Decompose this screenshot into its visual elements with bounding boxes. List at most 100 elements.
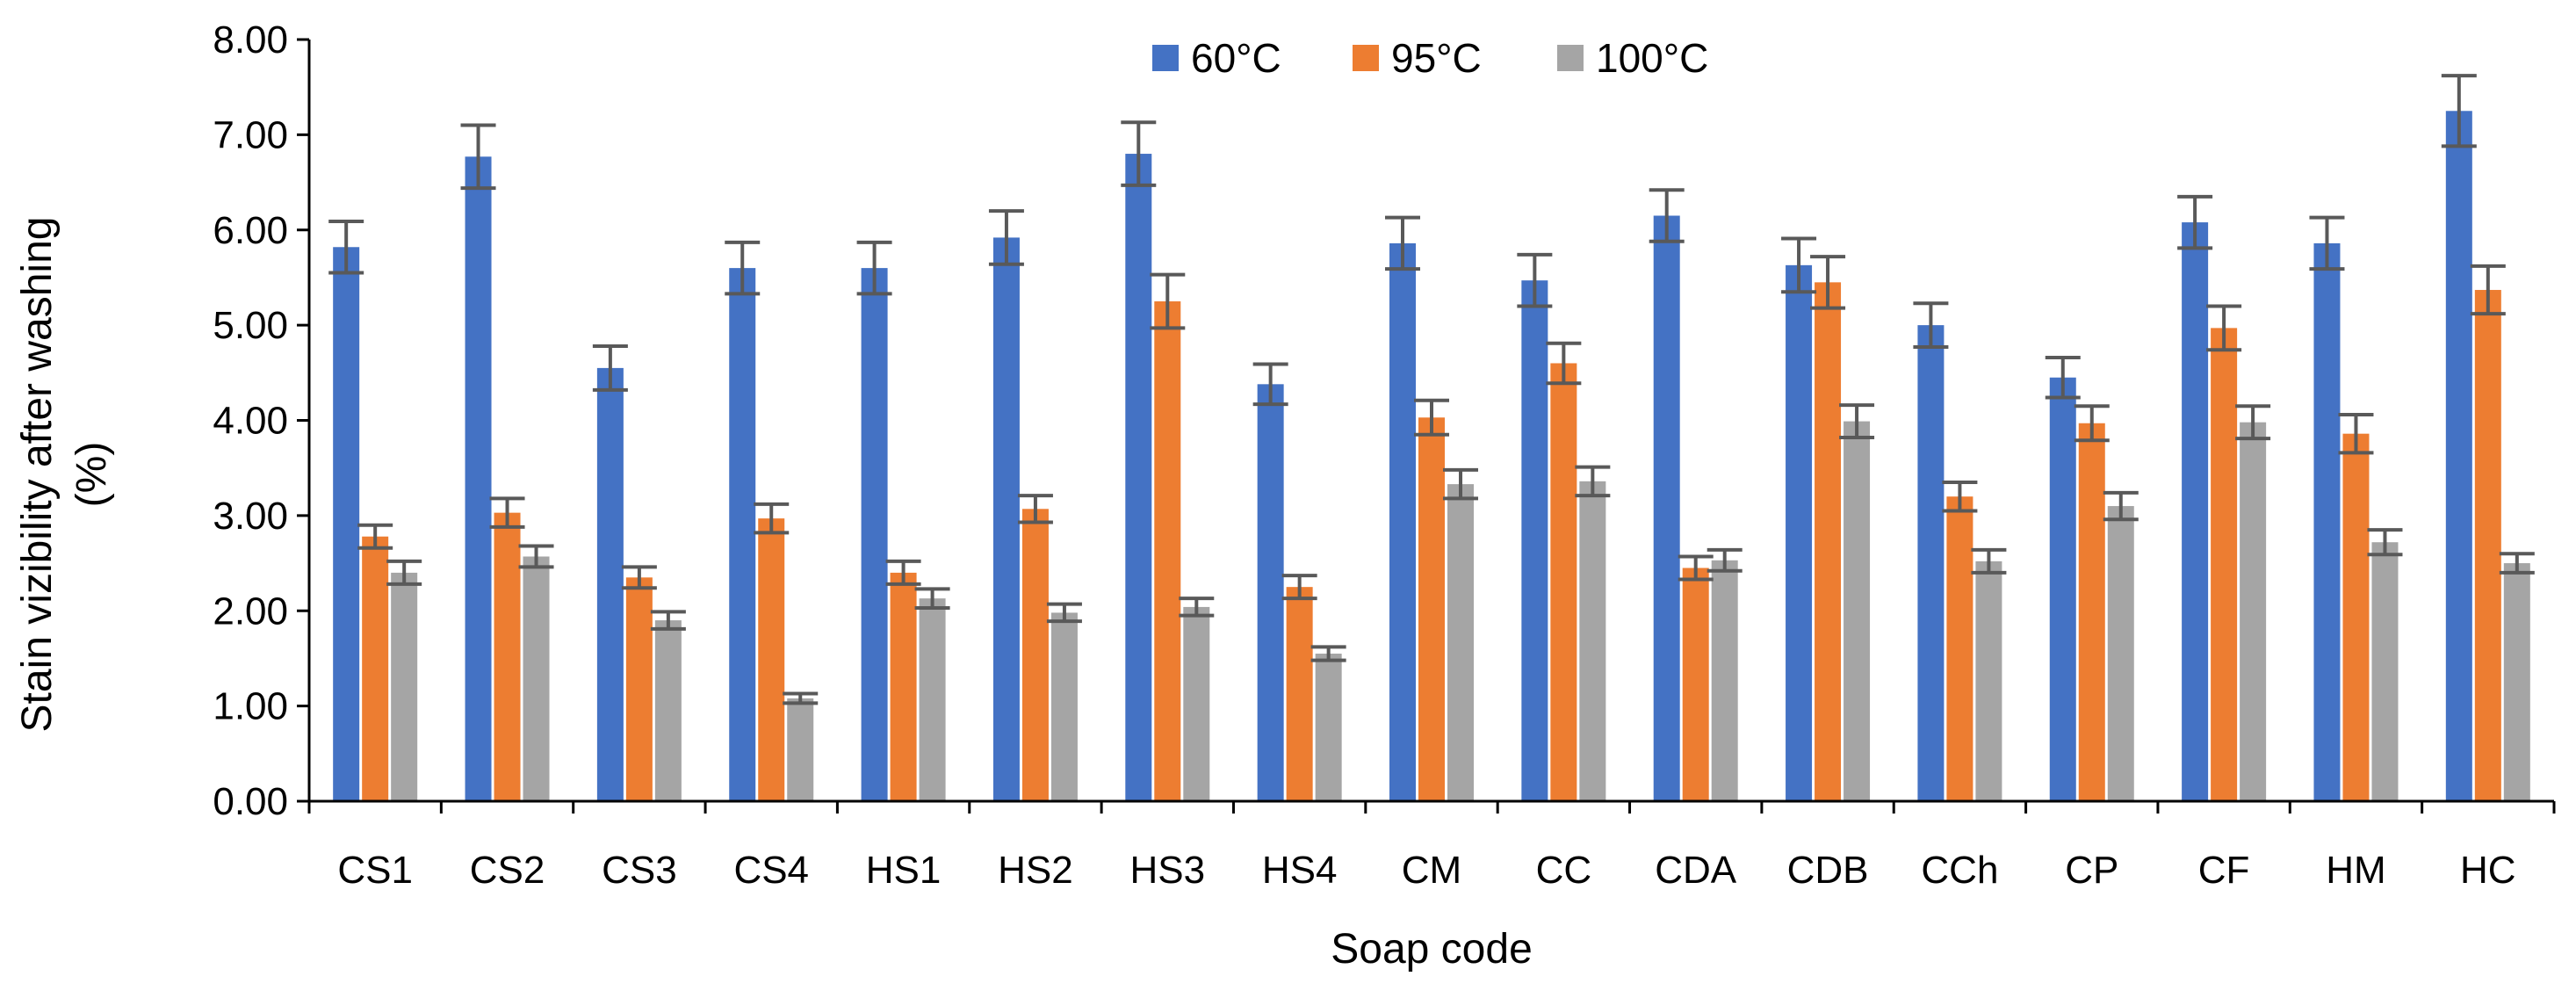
bar-HS2-60°C	[992, 237, 1020, 801]
x-tick-label: CP	[2065, 849, 2118, 892]
bar-HS3-100°C	[1183, 606, 1210, 801]
x-tick-label: CDB	[1787, 849, 1869, 892]
error-bar-HS3-60°C	[1121, 120, 1157, 187]
error-bar-HS2-60°C	[988, 209, 1024, 266]
error-bar-CCh-100°C	[1971, 547, 2007, 575]
y-tick-label: 7.00	[213, 113, 288, 156]
bar-HM-95°C	[2342, 433, 2370, 801]
bar-CS4-100°C	[787, 698, 814, 801]
error-bar-CS4-100°C	[783, 691, 819, 705]
x-tick-label: HM	[2326, 849, 2385, 892]
bar-CS2-100°C	[523, 556, 550, 801]
error-bar-CC-95°C	[1546, 341, 1582, 386]
error-bar-HS2-95°C	[1017, 494, 1053, 524]
bar-HM-100°C	[2371, 542, 2399, 801]
bar-CF-100°C	[2240, 422, 2267, 801]
error-bar-CC-100°C	[1575, 465, 1611, 498]
x-tick-label: CM	[1402, 849, 1461, 892]
y-tick-label: 4.00	[213, 400, 288, 443]
bar-HC-95°C	[2474, 290, 2501, 801]
error-bar-CM-60°C	[1385, 215, 1420, 271]
error-bar-CCh-95°C	[1942, 480, 1978, 513]
error-bar-CS4-60°C	[725, 240, 761, 296]
y-tick-label: 3.00	[213, 495, 288, 538]
y-tick-label: 5.00	[213, 304, 288, 347]
error-bar-CF-95°C	[2206, 304, 2242, 352]
bar-HC-60°C	[2445, 111, 2472, 801]
y-axis-title-line2: (%)	[69, 442, 115, 508]
y-axis-ticks: 0.00 1.00 2.00 3.00 4.00 5.00 6.00 7.00 8.00	[213, 18, 309, 823]
x-tick-label: CS2	[470, 849, 545, 892]
bar-HS4-60°C	[1257, 384, 1284, 801]
legend-label: 95°C	[1391, 35, 1482, 81]
bar-CS2-60°C	[465, 156, 492, 801]
y-axis-title: Stain vizibility after washing (%)	[14, 217, 115, 733]
bar-HS1-60°C	[861, 268, 888, 802]
legend-item-60°C: 60°C	[1152, 35, 1281, 81]
error-bar-CM-100°C	[1443, 467, 1478, 501]
error-bar-CM-95°C	[1414, 398, 1449, 437]
error-bar-CS4-95°C	[754, 502, 790, 535]
error-bar-CDB-95°C	[1810, 255, 1846, 310]
error-bar-HS2-100°C	[1046, 602, 1082, 624]
bar-CC-95°C	[1550, 363, 1577, 801]
bar-CCh-60°C	[1917, 325, 1945, 801]
error-bar-HS4-60°C	[1252, 362, 1288, 407]
legend-swatch	[1557, 45, 1584, 71]
error-bar-CCh-60°C	[1913, 301, 1949, 350]
x-tick-label: HS4	[1262, 849, 1338, 892]
error-bar-CS3-60°C	[592, 344, 628, 392]
y-tick-label: 0.00	[213, 780, 288, 823]
x-tick-label: CDA	[1655, 849, 1737, 892]
bar-CC-60°C	[1521, 280, 1548, 802]
bar-CM-60°C	[1389, 242, 1416, 801]
bar-HS1-95°C	[890, 572, 917, 801]
legend-label: 60°C	[1191, 35, 1281, 81]
bar-CM-100°C	[1447, 484, 1474, 801]
error-bar-HM-60°C	[2309, 215, 2345, 271]
x-tick-label: CC	[1536, 849, 1592, 892]
error-bar-HS3-95°C	[1150, 272, 1186, 330]
error-bar-CP-100°C	[2103, 490, 2139, 522]
error-bar-HS1-95°C	[885, 559, 921, 586]
x-tick-label: CCh	[1921, 849, 1998, 892]
legend-item-100°C: 100°C	[1557, 35, 1708, 81]
legend-swatch	[1353, 45, 1379, 71]
error-bar-HC-60°C	[2441, 74, 2477, 148]
error-bar-CDB-100°C	[1839, 403, 1875, 440]
x-tick-label: CS4	[733, 849, 809, 892]
error-bar-CS1-95°C	[357, 523, 393, 550]
error-bar-CF-100°C	[2235, 404, 2271, 441]
error-bar-CS3-100°C	[650, 610, 686, 631]
bar-CDA-95°C	[1682, 568, 1709, 801]
y-tick-label: 6.00	[213, 209, 288, 252]
y-axis-title-line1: Stain vizibility after washing	[14, 217, 61, 733]
error-bar-CS2-60°C	[460, 123, 496, 191]
y-tick-label: 8.00	[213, 18, 288, 61]
bar-CP-60°C	[2049, 377, 2076, 801]
legend: 60°C 95°C 100°C	[1152, 35, 1708, 81]
axes	[307, 40, 2556, 814]
error-bar-HM-95°C	[2338, 412, 2374, 455]
bar-CS4-95°C	[758, 518, 785, 801]
bar-CCh-95°C	[1946, 496, 1973, 801]
error-bar-CP-60°C	[2045, 355, 2081, 400]
error-bar-HC-100°C	[2499, 552, 2535, 575]
x-tick-label: CS1	[337, 849, 413, 892]
legend-swatch	[1152, 45, 1179, 71]
bar-CDB-100°C	[1844, 421, 1871, 801]
error-bar-CDB-60°C	[1781, 236, 1817, 294]
bar-CS1-60°C	[333, 247, 360, 801]
bar-HM-60°C	[2313, 242, 2341, 801]
x-tick-label: HS3	[1129, 849, 1205, 892]
bar-CDA-60°C	[1653, 215, 1680, 801]
bar-CF-60°C	[2182, 222, 2209, 801]
x-tick-label: HS1	[866, 849, 942, 892]
error-bar-CS1-100°C	[386, 559, 422, 586]
error-bar-HS4-100°C	[1310, 645, 1346, 662]
error-bar-CS2-95°C	[489, 496, 525, 529]
x-tick-label: HC	[2460, 849, 2516, 892]
error-bar-CP-95°C	[2074, 404, 2110, 443]
error-bar-HS1-60°C	[856, 240, 892, 296]
